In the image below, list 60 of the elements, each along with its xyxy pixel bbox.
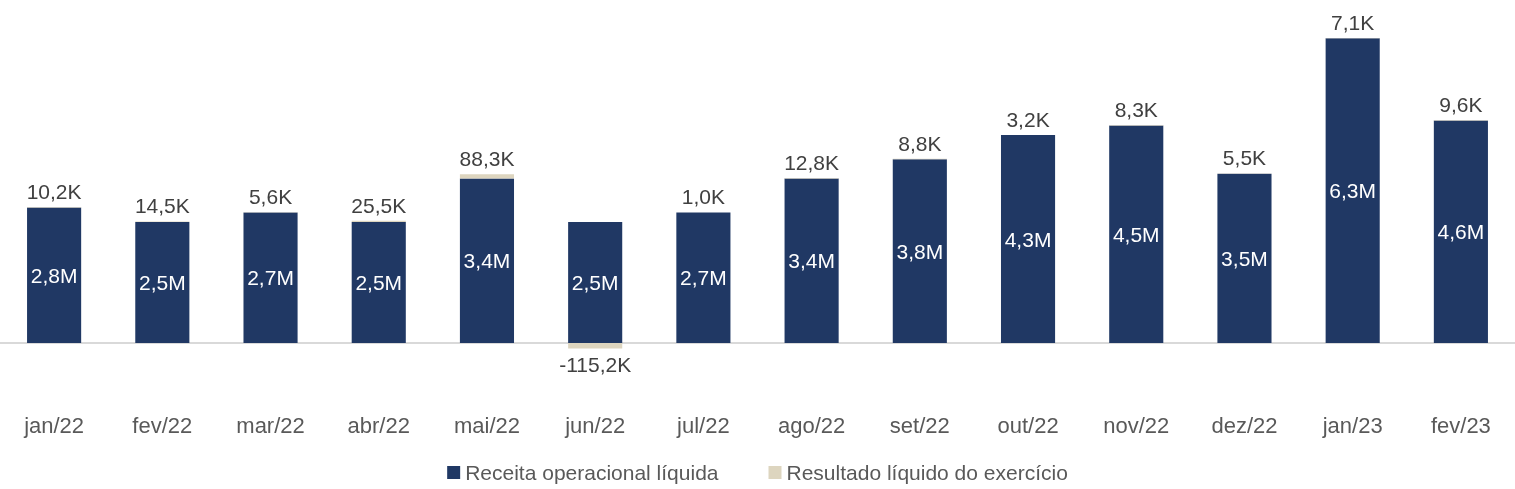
bar [892, 159, 947, 343]
x-tick-label: fev/22 [132, 412, 193, 438]
bar [1325, 38, 1380, 343]
data-label: 5,5K [1222, 146, 1267, 170]
bar [1109, 125, 1164, 343]
bar [27, 207, 82, 343]
x-tick-label: set/22 [889, 412, 950, 438]
data-label: 3,4M [463, 249, 511, 273]
data-label: 2,8M [30, 263, 78, 287]
data-label: 6,3M [1329, 179, 1377, 203]
data-label: 88,3K [459, 147, 515, 171]
data-label: 2,5M [571, 271, 619, 295]
data-label: 4,6M [1437, 220, 1485, 244]
data-label: 8,3K [1114, 97, 1158, 121]
data-label: 2,5M [138, 271, 186, 295]
data-label: 3,2K [1006, 107, 1050, 131]
x-tick-label: abr/22 [347, 412, 410, 438]
legend-label: Resultado líquido do exercício [786, 461, 1068, 484]
data-label: 10,2K [26, 180, 82, 204]
data-label: 4,3M [1004, 227, 1052, 251]
data-label: 2,5M [355, 271, 403, 295]
data-label: 5,6K [248, 185, 293, 209]
bar [135, 222, 190, 343]
data-label: 12,8K [784, 150, 840, 174]
data-label: 8,8K [898, 131, 942, 155]
x-tick-label: jul/22 [676, 412, 730, 438]
bar [676, 212, 731, 343]
data-label: 25,5K [351, 193, 407, 217]
data-label: 3,8M [896, 239, 944, 263]
x-tick-label: fev/23 [1430, 412, 1491, 438]
x-tick-label: jan/23 [1321, 412, 1383, 438]
data-label: 2,7M [247, 266, 294, 290]
data-label: 4,5M [1112, 222, 1160, 246]
bar [243, 212, 298, 343]
x-tick-label: ago/22 [777, 412, 846, 438]
bar [1217, 173, 1272, 343]
legend-label: Receita operacional líquida [465, 461, 719, 484]
data-label: -115,2K [559, 352, 632, 376]
data-label: 7,1K [1331, 11, 1375, 34]
x-tick-label: mai/22 [453, 412, 520, 438]
data-label: 14,5K [134, 194, 190, 218]
x-tick-label: jun/22 [564, 412, 626, 438]
x-tick-label: jan/22 [23, 412, 85, 438]
bar [1433, 120, 1488, 343]
data-label: 3,4M [788, 249, 835, 273]
bar [784, 178, 839, 343]
bar [1000, 135, 1056, 343]
x-tick-label: nov/22 [1103, 412, 1170, 438]
x-tick-label: out/22 [997, 412, 1059, 438]
bar [459, 174, 515, 179]
x-tick-label: dez/22 [1211, 412, 1278, 438]
bar [351, 222, 406, 343]
data-label: 1,0K [681, 185, 725, 209]
data-label: 2,7M [680, 266, 727, 290]
x-tick-label: mar/22 [236, 412, 305, 438]
bar [568, 343, 623, 349]
data-label: 9,6K [1439, 93, 1483, 117]
data-label: 3,5M [1221, 246, 1268, 270]
bar [568, 222, 623, 343]
bar [459, 178, 515, 343]
